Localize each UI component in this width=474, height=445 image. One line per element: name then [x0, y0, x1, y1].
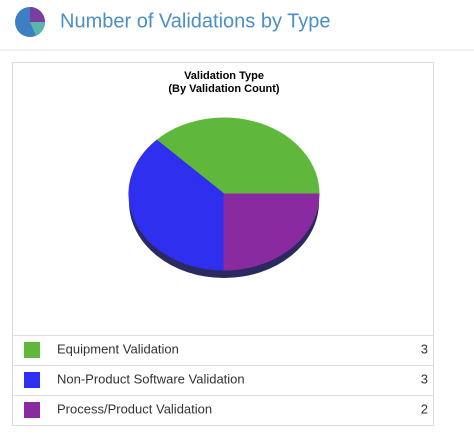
legend-label: Equipment Validation: [57, 341, 179, 356]
legend-swatch: [24, 372, 40, 388]
pie-slice: [223, 193, 320, 271]
widget-title: Number of Validations by Type: [60, 10, 331, 32]
chart-subtitle: (By Validation Count): [168, 83, 280, 95]
legend-value: 3: [421, 341, 428, 356]
widget-icon: [15, 7, 45, 37]
legend-label: Process/Product Validation: [57, 401, 212, 416]
legend-swatch: [24, 402, 40, 418]
pie-slice: [128, 139, 225, 271]
chart-title: Validation Type: [184, 70, 264, 82]
legend-value: 3: [421, 371, 428, 386]
legend-label: Non-Product Software Validation: [57, 371, 245, 386]
legend-swatch: [24, 342, 40, 358]
legend-value: 2: [421, 401, 428, 416]
pie-slice: [156, 117, 320, 195]
panel: [12, 62, 434, 426]
